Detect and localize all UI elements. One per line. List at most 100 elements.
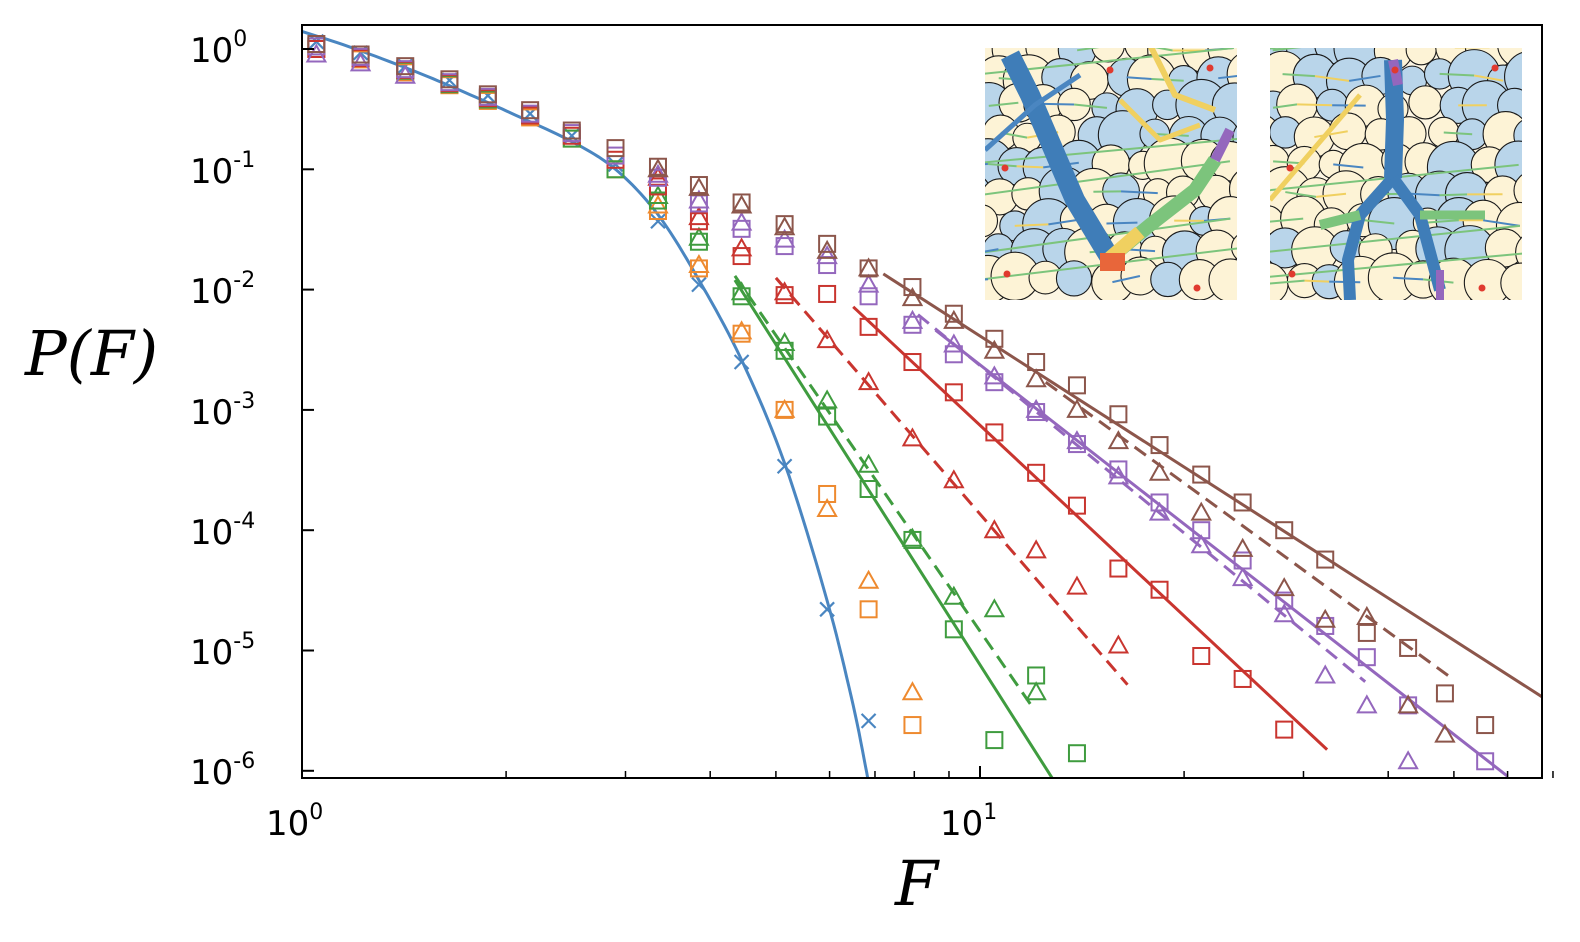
- inset-contact-force: [1333, 163, 1364, 169]
- inset-force-chain: [1001, 50, 1119, 264]
- brown-squares-point: [985, 329, 1004, 348]
- inset-red-dot: [1491, 64, 1499, 72]
- x-tick-label-0: 100: [266, 800, 323, 844]
- brown-triangles-point: [1148, 461, 1171, 481]
- green-triangles-point: [857, 453, 880, 473]
- purple-triangles-point: [983, 365, 1006, 385]
- inset-left: [985, 48, 1237, 300]
- inset-contact-force: [1270, 279, 1305, 285]
- inset-contact-force: [1443, 131, 1473, 136]
- purple-triangles-point: [1025, 398, 1047, 418]
- y-tick-label-0: 100: [190, 27, 247, 71]
- blue-crosses-point: [776, 458, 793, 475]
- brown-squares-point: [440, 70, 459, 89]
- plot-frame: [301, 24, 1543, 779]
- inset-particle: [985, 204, 999, 238]
- inset-contact-force: [1439, 72, 1475, 77]
- brown-triangles-point: [857, 257, 880, 277]
- inset-contact-force: [1297, 103, 1333, 107]
- purple-triangles-point: [1066, 430, 1088, 450]
- x-axis-title: F: [894, 847, 940, 920]
- orange-squares-point: [732, 324, 751, 343]
- brown-squares-point: [1316, 550, 1335, 569]
- red-squares-point: [859, 317, 878, 336]
- brown-triangles-point: [730, 194, 753, 214]
- blue-crosses-point: [650, 213, 666, 230]
- inset-right: [1270, 48, 1522, 300]
- x-tick-labels: 100 101: [266, 800, 997, 844]
- inset-contact-force: [1314, 130, 1348, 139]
- purple-squares-point: [1109, 460, 1128, 479]
- red-triangles-point: [1107, 634, 1130, 654]
- red-squares-point: [1027, 463, 1046, 482]
- brown-squares-point: [944, 304, 963, 323]
- inset-contact-force: [1076, 48, 1100, 52]
- purple-triangles-point: [688, 189, 710, 209]
- green-triangles-point: [901, 527, 924, 547]
- green-squares-point: [818, 407, 837, 426]
- red-triangles-point: [773, 281, 796, 301]
- green-triangles-point: [983, 598, 1006, 618]
- inset-force-chain: [985, 72, 1082, 152]
- red-triangles-point: [943, 469, 965, 489]
- inset-contact-force: [1474, 74, 1504, 82]
- purple-triangles-point: [1397, 750, 1419, 770]
- purple-triangles-point: [1314, 664, 1336, 684]
- brown-triangles-point: [1356, 605, 1378, 625]
- inset-contact-force: [1408, 192, 1440, 197]
- green-squares-point: [1067, 744, 1086, 763]
- brown-squares-point: [307, 35, 326, 54]
- inset-particle: [1513, 174, 1522, 207]
- purple-fit-dashed: [917, 313, 1367, 683]
- x-tick-label-1: 101: [940, 800, 997, 844]
- purple-squares-point: [1357, 648, 1376, 667]
- inset-contact-force: [1314, 75, 1350, 82]
- red-squares-point: [1109, 559, 1128, 578]
- brown-triangles-point: [943, 309, 965, 329]
- inset-contact-force: [1285, 191, 1317, 198]
- inset-contact-force: [1393, 276, 1424, 281]
- inset-contact-force: [1427, 219, 1459, 224]
- orange-triangles-point: [688, 254, 710, 274]
- purple-triangles-point: [1190, 534, 1212, 554]
- inset-contact-force: [1363, 219, 1395, 225]
- inset-red-dot: [1003, 270, 1011, 278]
- red-squares-point: [985, 423, 1004, 442]
- inset-force-chain: [1342, 174, 1398, 300]
- inset-red-dot: [1288, 270, 1296, 278]
- brown-squares-point: [396, 57, 415, 76]
- inset-contact-force: [1272, 48, 1302, 52]
- purple-triangles-point: [943, 333, 965, 353]
- brown-squares-point: [1476, 716, 1495, 735]
- inset-contact-force: [1282, 73, 1316, 78]
- inset-contact-force: [987, 162, 1017, 168]
- brown-triangles-point: [1434, 723, 1456, 743]
- blue-fit: [302, 29, 870, 778]
- brown-squares-point: [1399, 638, 1418, 657]
- inset-contact-force: [985, 248, 999, 253]
- y-tick-label-1: 10-1: [190, 148, 255, 192]
- red-squares-point: [1275, 720, 1294, 739]
- orange-triangles-point: [901, 681, 924, 701]
- inset-contact-force: [1106, 221, 1138, 225]
- brown-squares-point: [521, 101, 540, 120]
- red-triangles-point: [857, 371, 880, 391]
- brown-squares-point: [732, 193, 751, 212]
- red-triangles-point: [901, 427, 924, 447]
- inset-contact-force: [985, 138, 1237, 164]
- orange-triangles-point: [816, 497, 838, 518]
- brown-squares-point: [775, 215, 794, 234]
- inset-contact-force: [1439, 193, 1468, 197]
- orange-squares-point: [903, 716, 922, 735]
- red-triangles-point: [816, 329, 838, 349]
- green-triangles-point: [1025, 681, 1047, 701]
- green-squares-point: [985, 731, 1004, 750]
- purple-triangles-point: [857, 273, 880, 293]
- purple-squares-point: [1476, 752, 1495, 771]
- blue-crosses-point: [819, 601, 835, 618]
- inset-contact-force: [1270, 217, 1304, 223]
- purple-triangles-point: [730, 211, 753, 231]
- brown-squares-point: [351, 45, 370, 64]
- y-tick-label-6: 10-6: [190, 749, 255, 793]
